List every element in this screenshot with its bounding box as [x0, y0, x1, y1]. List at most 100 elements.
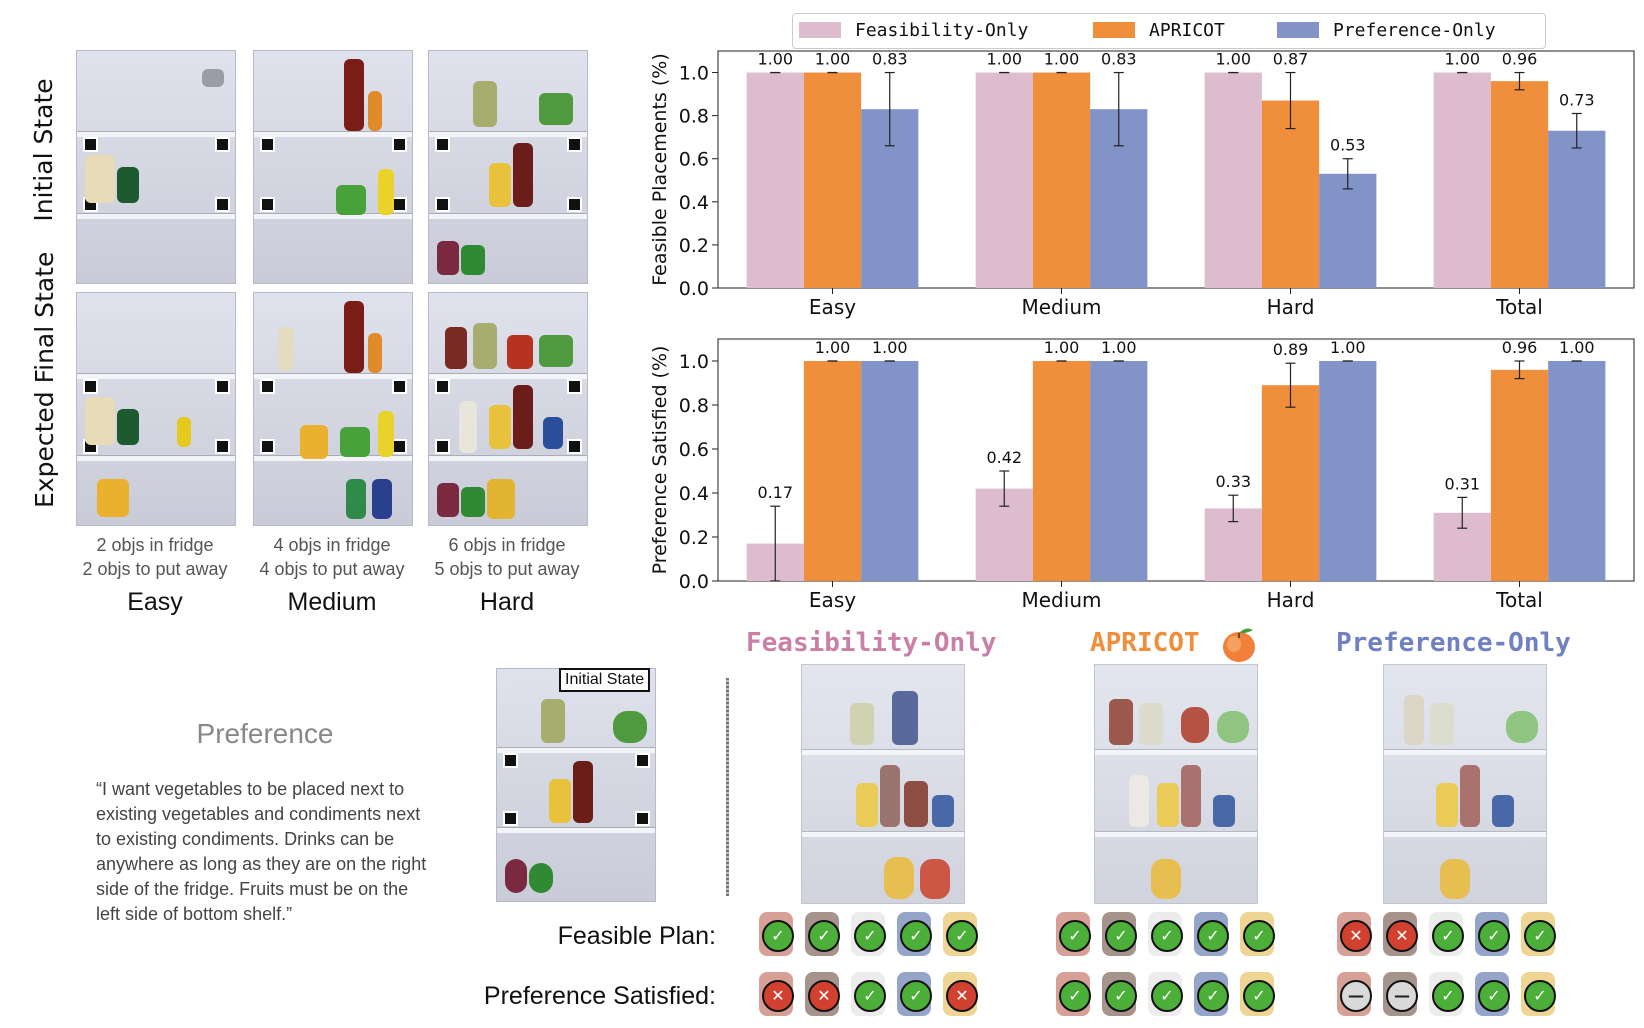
data-label: 0.53	[1330, 136, 1366, 155]
check-icon: ✓	[1059, 920, 1091, 952]
check-icon: ✓	[1243, 980, 1275, 1012]
bar-preference-only-easy	[861, 361, 919, 581]
data-label: 0.96	[1502, 338, 1538, 357]
check-icon: ✓	[1524, 920, 1556, 952]
y-tick-label: 0.2	[679, 527, 709, 549]
plot-frame	[717, 50, 1635, 289]
preference-title: Preference	[196, 718, 334, 749]
row-label-initial-state: Initial State	[29, 78, 58, 222]
apricot-outcome-image	[1094, 664, 1258, 904]
caption-objs-to-put-away: 5 objs to put away	[434, 559, 580, 579]
check-icon: ✓	[854, 980, 886, 1012]
data-label: 0.83	[1101, 50, 1137, 69]
bar-apricot-easy	[803, 72, 862, 288]
data-label: 1.00	[815, 338, 851, 357]
y-axis-label: Preference Satisfied (%)	[650, 346, 671, 575]
y-tick-label: 0.6	[679, 439, 709, 461]
bar-feasibility-only-total	[1433, 72, 1491, 288]
row-label-expected-final-state: Expected Final State	[30, 251, 59, 508]
y-tick-label: 0.8	[679, 395, 709, 417]
check-icon: ✓	[1105, 920, 1137, 952]
legend-label-apricot: APRICOT	[1149, 20, 1225, 41]
difficulty-label-easy: Easy	[127, 588, 183, 616]
fridge-medium-initial	[253, 50, 413, 284]
legend-swatch-preference-only	[1277, 22, 1319, 38]
caption-objs-in-fridge: 2 objs in fridge	[96, 535, 214, 555]
bar-apricot-total	[1490, 81, 1549, 288]
peach-icon	[1223, 628, 1255, 662]
initial-state-fridge-image	[496, 668, 656, 902]
check-icon: ✓	[900, 980, 932, 1012]
divider-line	[726, 678, 729, 896]
check-icon: ✓	[1197, 980, 1229, 1012]
data-label: 0.73	[1559, 90, 1595, 109]
data-label: 1.00	[1330, 338, 1366, 357]
check-icon: ✓	[808, 920, 840, 952]
data-label: 0.83	[872, 50, 908, 69]
x-tick-label-easy: Easy	[809, 588, 856, 612]
bar-feasibility-only-easy	[746, 72, 804, 288]
y-tick-label: 0.2	[679, 235, 709, 257]
y-tick-label: 0.4	[679, 483, 709, 505]
bar-feasibility-only-medium	[975, 72, 1033, 288]
bar-apricot-hard	[1261, 385, 1320, 581]
check-icon: ✓	[854, 920, 886, 952]
data-label: 0.42	[986, 448, 1022, 467]
bar-preference-only-total	[1548, 130, 1606, 288]
x-tick-label-hard: Hard	[1267, 588, 1315, 612]
check-icon: ✓	[1151, 980, 1183, 1012]
initial-state-tag: Initial State	[559, 668, 651, 692]
bar-preference-only-total	[1548, 361, 1606, 581]
fridge-hard-initial	[428, 50, 588, 284]
cross-icon: ✕	[1340, 920, 1372, 952]
method-title-apricot: APRICOT	[1090, 628, 1200, 658]
check-icon: ✓	[1151, 920, 1183, 952]
fridge-medium-final	[253, 292, 413, 526]
data-label: 0.33	[1215, 472, 1251, 491]
feasible-plan-row-label: Feasible Plan:	[557, 922, 716, 950]
fridge-easy-initial	[76, 50, 236, 284]
chart-legend: Feasibility-Only APRICOT Preference-Only	[792, 13, 1546, 49]
caption-objs-to-put-away: 4 objs to put away	[259, 559, 405, 579]
data-label: 0.31	[1444, 474, 1480, 493]
bar-preference-only-hard	[1319, 173, 1377, 288]
data-label: 1.00	[1444, 50, 1480, 69]
bar-apricot-easy	[803, 361, 862, 581]
dash-icon: —	[1340, 980, 1372, 1012]
legend-swatch-feasibility-only	[799, 22, 841, 38]
legend-label-preference-only: Preference-Only	[1333, 20, 1496, 41]
preference-satisfied-row-label: Preference Satisfied:	[483, 982, 716, 1010]
check-icon: ✓	[1243, 920, 1275, 952]
cross-icon: ✕	[946, 980, 978, 1012]
x-tick-label-hard: Hard	[1267, 295, 1315, 319]
y-axis-label: Feasible Placements (%)	[650, 53, 671, 286]
check-icon: ✓	[762, 920, 794, 952]
y-tick-label: 0.6	[679, 149, 709, 171]
plot-frame	[717, 338, 1635, 582]
preference-satisfied-chart: 0.0 0.2 0.4 0.6 0.8 1.0 Preference Satisfied (…	[650, 338, 1635, 612]
feasibility-only-outcome-image	[801, 664, 965, 904]
bar-preference-only-hard	[1319, 361, 1377, 581]
x-tick-label-total: Total	[1495, 295, 1543, 319]
bar-apricot-medium	[1032, 361, 1091, 581]
check-icon: ✓	[1197, 920, 1229, 952]
difficulty-label-medium: Medium	[287, 588, 377, 616]
bar-apricot-total	[1490, 369, 1549, 581]
preference-only-outcome-image	[1383, 664, 1547, 904]
fridge-hard-final	[428, 292, 588, 526]
preference-text: “I want vegetables to be placed next to …	[96, 779, 427, 924]
y-tick-label: 0.4	[679, 192, 709, 214]
bar-apricot-hard	[1261, 100, 1320, 288]
data-label: 1.00	[1044, 338, 1080, 357]
fridge-easy-final	[76, 292, 236, 526]
bar-feasibility-only-hard	[1204, 72, 1262, 288]
caption-objs-in-fridge: 4 objs in fridge	[273, 535, 391, 555]
data-label: 1.00	[1044, 50, 1080, 69]
x-tick-label-medium: Medium	[1022, 588, 1102, 612]
difficulty-label-hard: Hard	[479, 588, 535, 616]
check-icon: ✓	[1478, 920, 1510, 952]
y-tick-label: 0.0	[679, 571, 709, 593]
check-icon: ✓	[1059, 980, 1091, 1012]
caption-hard: 6 objs in fridge 5 objs to put away	[417, 533, 597, 581]
x-tick-label-total: Total	[1495, 588, 1543, 612]
